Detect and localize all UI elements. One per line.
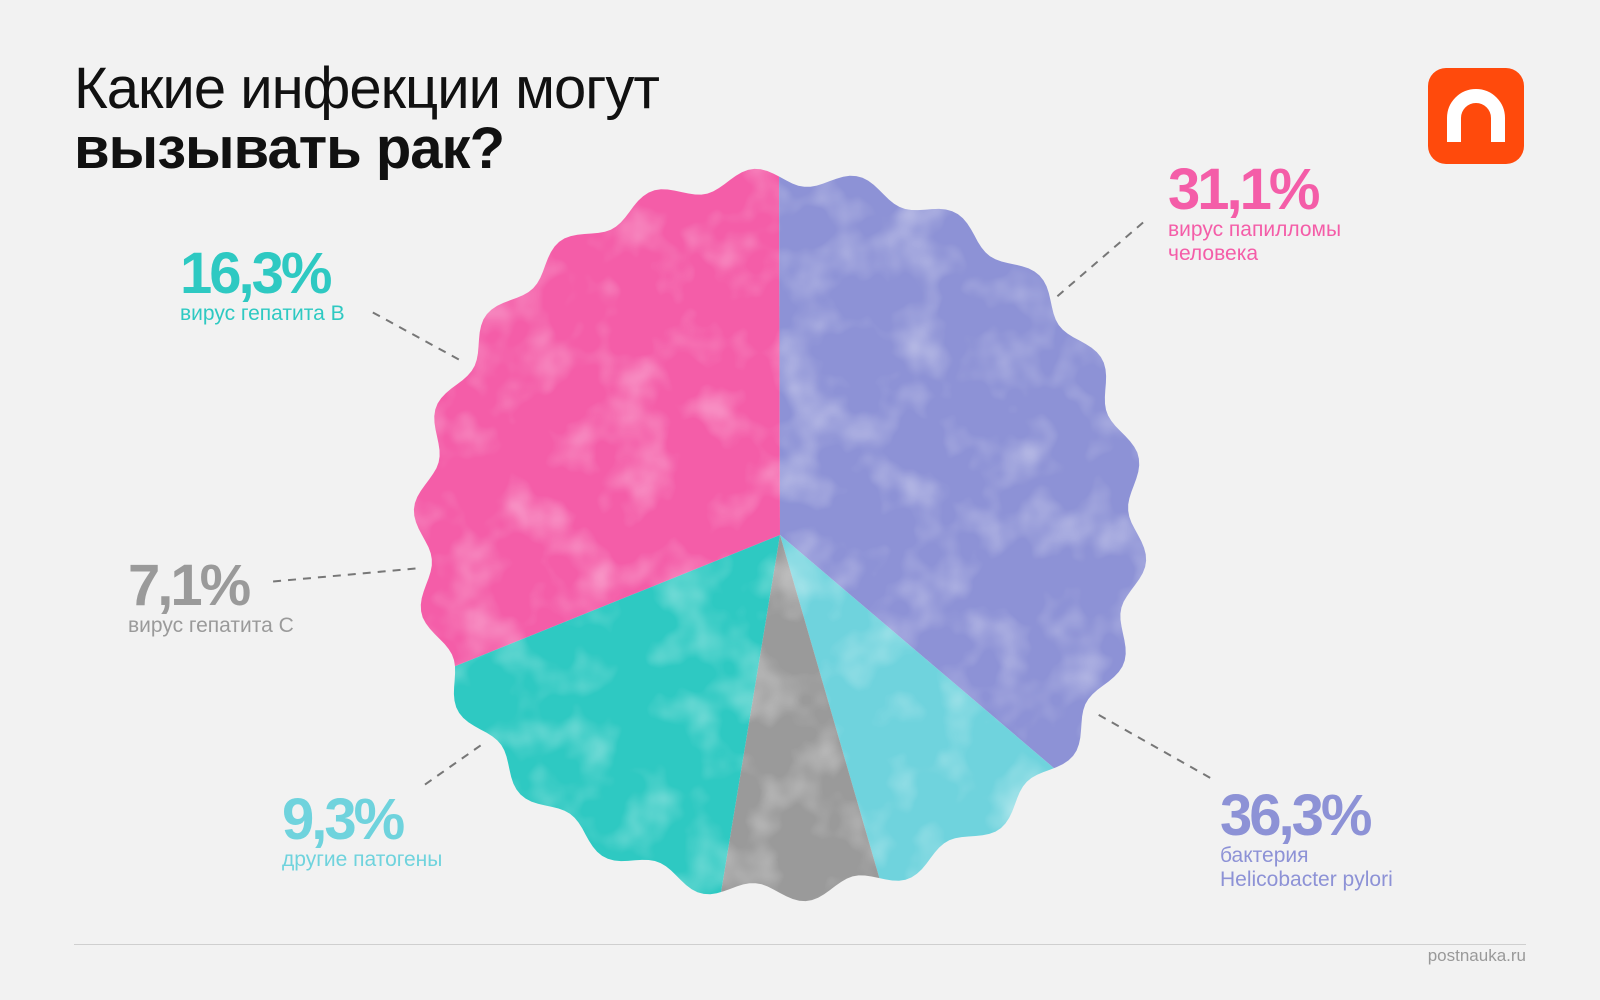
pie-slices [413, 168, 1147, 902]
leader-line-helicobacter [1098, 714, 1215, 781]
source-link[interactable]: postnauka.ru [1427, 946, 1526, 965]
leader-line-hpv [1056, 219, 1147, 297]
label-helicobacter: 36,3% бактерия Helicobacter pylori [1220, 783, 1393, 892]
slice-value-hepatitis-b: 16,3% [180, 241, 332, 306]
leader-line-hepatitis-b [371, 311, 460, 361]
title-line-2: вызывать рак? [74, 116, 505, 181]
slice-label-helicobacter-line2: Helicobacter pylori [1220, 868, 1393, 891]
slice-label-helicobacter-line1: бактерия [1220, 844, 1309, 867]
slice-label-hepatitis-c: вирус гепатита C [128, 614, 294, 637]
title-line-1: Какие инфекции могут [74, 56, 660, 121]
label-hpv: 31,1% вирус папилломы человека [1168, 157, 1342, 266]
pie-texture [413, 168, 1147, 902]
footer-divider [74, 944, 1526, 945]
slice-value-helicobacter: 36,3% [1220, 783, 1372, 848]
slice-label-hpv-line1: вирус папилломы [1168, 218, 1342, 241]
slice-label-hpv-line2: человека [1168, 242, 1259, 265]
chart-title: Какие инфекции могут вызывать рак? [74, 56, 660, 181]
slice-value-other-pathogens: 9,3% [282, 787, 405, 852]
slice-value-hpv: 31,1% [1168, 157, 1320, 222]
leader-line-hepatitis-c [267, 567, 416, 583]
leader-line-other-pathogens [419, 744, 482, 789]
slice-label-hepatitis-b: вирус гепатита B [180, 302, 345, 325]
label-hepatitis-b: 16,3% вирус гепатита B [180, 241, 345, 326]
postnauka-logo-icon [1428, 68, 1524, 164]
label-hepatitis-c: 7,1% вирус гепатита C [128, 553, 294, 638]
slice-label-other-pathogens: другие патогены [282, 848, 443, 871]
slice-value-hepatitis-c: 7,1% [128, 553, 251, 618]
label-other-pathogens: 9,3% другие патогены [282, 787, 443, 872]
